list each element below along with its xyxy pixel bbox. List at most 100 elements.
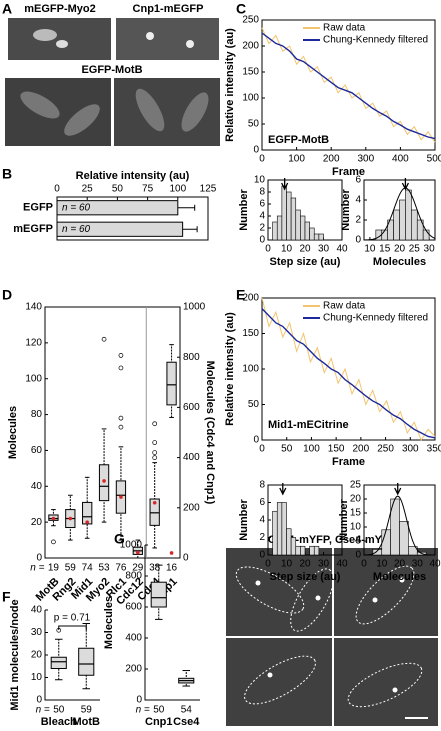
n-value: 59 [65,563,77,574]
y-tick-label: 6 [259,497,265,508]
hist-bar [290,197,297,241]
y-axis-label: Relative intensity (au) [224,28,236,142]
n-value: 53 [99,563,111,574]
hist-bar [295,209,301,241]
y-tick-label: 8 [259,187,265,198]
y-axis-label: Molecules [103,596,115,649]
mean-dot [68,516,73,521]
category-label: mEGFP [13,223,53,235]
x-tick-label: 40 [429,559,441,570]
micrograph [334,548,438,636]
panel-letter: D [2,287,12,303]
y-tick-label: 600 [125,602,142,613]
n-label: n = [30,563,44,574]
x-tick-label: 20 [394,559,406,570]
x-tick-label: 250 [377,444,394,455]
hist-bar [381,229,388,241]
y-tick-label: 6 [355,175,361,186]
legend-label: Raw data [323,23,366,34]
mean-dot [85,520,89,524]
outlier [118,365,124,371]
bar-label: n = 60 [62,202,91,213]
y-axis-label: Number [238,499,250,541]
y-tick-label: 50 [248,119,260,130]
series-line [261,308,436,439]
x-tick-label: 40 [336,244,348,255]
y-tick-label: 10 [254,175,266,186]
micrographs [5,18,438,726]
outlier [152,450,158,455]
n-value: 50 [53,705,65,716]
x-tick-label: 150 [328,444,345,455]
cell [135,88,165,132]
y-tick-label: 0 [259,550,265,561]
x-axis-label: Step size (au) [270,256,341,268]
hist-bar [399,199,406,241]
x-tick-label: 50 [112,184,124,195]
y-axis-label: Number [340,189,352,231]
y-tick-label: 800 [125,571,142,582]
y-tick-label: 2 [259,532,265,543]
n-label: n = [36,705,50,716]
x-tick-label: 200 [353,444,370,455]
hist-bar [286,191,292,241]
y2-tick-label: 800 [183,352,200,363]
category-label: MotB [73,716,101,728]
hist-bar [286,528,292,556]
hist-bar [411,209,418,241]
micrograph [226,548,332,636]
mean-dot [152,500,157,505]
hist-bar [290,537,297,556]
y2-tick-label: 1000 [183,302,206,313]
annotation: EGFP-MotB [268,134,329,146]
x-axis-label: Frame [332,166,365,178]
plot-frame [261,19,436,151]
x-tick-label: 75 [142,184,154,195]
hist-bar [300,545,306,556]
y-axis-label: Mid1 molecules/node [9,599,21,710]
category-label: Bleach [41,716,77,728]
box [150,581,167,608]
hist-bar [381,529,391,556]
fit-curve [363,187,436,241]
peak-arrow [281,178,289,191]
y-tick-label: 0 [36,553,42,564]
y-tick-label: 60 [31,445,43,456]
x-tick-label: 350 [427,444,441,455]
box [78,647,95,676]
signal [186,40,194,48]
y-axis-label: Relative intensity (au) [224,312,236,426]
panel-letter: E [236,287,245,303]
y-tick-label: 10 [350,522,362,533]
y-axis-label: Number [338,499,350,541]
outlier [118,353,124,358]
mean-dot [169,551,174,555]
mean-dot [119,495,123,499]
y2-tick-label: 200 [183,502,200,513]
y-tick-label: 20 [350,494,362,505]
hist-bar [304,221,310,241]
y-tick-label: 0 [355,235,361,246]
hist-bar [281,502,287,556]
outlier [118,424,124,430]
fit-curve [363,495,436,556]
y-tick-label: 4 [259,211,265,222]
plot-frame [44,306,181,559]
y-tick-label: 100 [242,364,259,375]
y2-tick-label: 600 [183,402,200,413]
hist-bar [318,233,324,241]
x-tick-label: 20 [299,559,311,570]
outlier [152,455,158,460]
y-tick-label: 4 [355,195,361,206]
significance-bracket [58,625,87,630]
micrograph [226,638,332,726]
hist-bar [295,545,301,556]
hist-bar [281,185,287,241]
n-value: 19 [48,563,60,574]
n-value: 76 [115,563,127,574]
image-label: EGFP-MotB [81,64,142,76]
signal [56,40,68,48]
y2-axis-label: Molecules (Cdc4 and Cnp1) [204,361,216,505]
x-axis-label: Frame [332,456,365,468]
x-tick-label: 400 [392,154,409,165]
